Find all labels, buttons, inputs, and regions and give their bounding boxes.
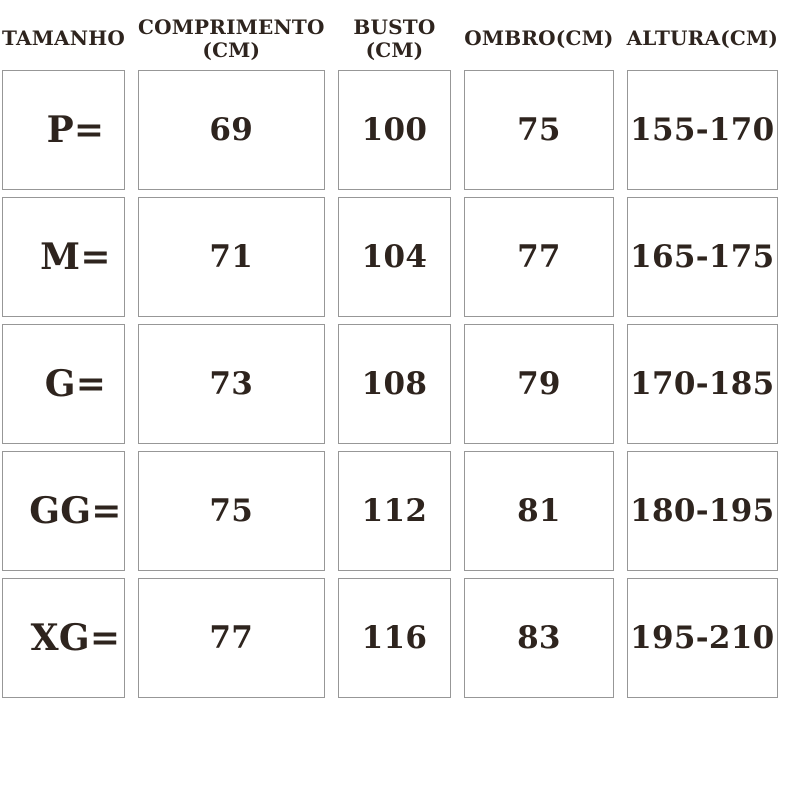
ombro-cell: 83 <box>464 578 614 698</box>
size-cell: GG= <box>2 451 125 571</box>
ombro-cell: 75 <box>464 70 614 190</box>
column-header-busto: BUSTO (CM) <box>353 15 436 62</box>
busto-cell: 116 <box>337 578 452 698</box>
altura-cell: 195-210 <box>626 578 778 698</box>
size-cell: M= <box>2 197 125 317</box>
column-header-tamanho: TAMANHO <box>2 26 125 51</box>
comprimento-cell: 73 <box>137 324 325 444</box>
altura-cell: 180-195 <box>626 451 778 571</box>
size-cell: G= <box>2 324 125 444</box>
altura-cell: 155-170 <box>626 70 778 190</box>
busto-cell: 112 <box>337 451 452 571</box>
altura-cell: 165-175 <box>626 197 778 317</box>
size-chart-grid: TAMANHO COMPRIMENTO (CM) BUSTO (CM) OMBR… <box>2 0 778 698</box>
altura-cell: 170-185 <box>626 324 778 444</box>
ombro-cell: 79 <box>464 324 614 444</box>
busto-cell: 104 <box>337 197 452 317</box>
column-header-comprimento: COMPRIMENTO (CM) <box>137 15 325 62</box>
ombro-cell: 81 <box>464 451 614 571</box>
busto-cell: 100 <box>337 70 452 190</box>
column-header-altura: ALTURA(CM) <box>626 26 778 51</box>
column-header-ombro: OMBRO(CM) <box>464 26 614 51</box>
size-chart: TAMANHO COMPRIMENTO (CM) BUSTO (CM) OMBR… <box>2 0 778 698</box>
comprimento-cell: 69 <box>137 70 325 190</box>
ombro-cell: 77 <box>464 197 614 317</box>
busto-cell: 108 <box>337 324 452 444</box>
size-cell: XG= <box>2 578 125 698</box>
comprimento-cell: 71 <box>137 197 325 317</box>
size-cell: P= <box>2 70 125 190</box>
comprimento-cell: 75 <box>137 451 325 571</box>
comprimento-cell: 77 <box>137 578 325 698</box>
